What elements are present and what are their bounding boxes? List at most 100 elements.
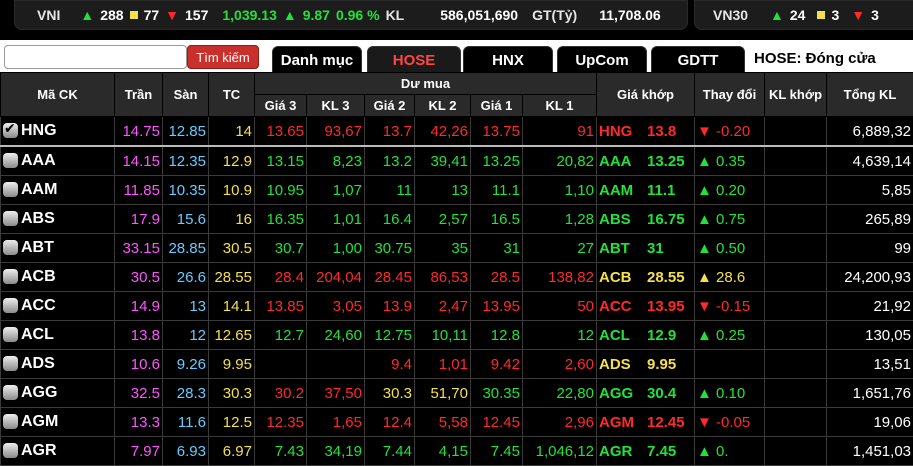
stock-code-cell[interactable]: AAM bbox=[1, 176, 115, 205]
bid-volume-1: 1,10 bbox=[523, 176, 597, 205]
tab-danh-muc[interactable]: Danh mục bbox=[272, 46, 362, 74]
vn30-down-count: 3 bbox=[871, 7, 879, 23]
checkbox-icon[interactable] bbox=[3, 269, 18, 284]
stock-code-cell[interactable]: ACB bbox=[1, 263, 115, 292]
header-p1[interactable]: Giá 1 bbox=[471, 95, 523, 117]
ceiling-price: 13.3 bbox=[115, 408, 163, 437]
vni-label: VNI bbox=[37, 7, 60, 23]
bid-price-3: 30.2 bbox=[255, 379, 307, 408]
table-row[interactable]: HNG14.7512.851413.6593,6713.742,2613.759… bbox=[1, 117, 913, 147]
bid-volume-1: 1,28 bbox=[523, 205, 597, 234]
vni-down-count: 157 bbox=[185, 7, 208, 23]
price-change: ▲ 28.6 bbox=[695, 263, 765, 292]
checkbox-icon[interactable] bbox=[3, 356, 18, 371]
stock-code-cell[interactable]: ADS bbox=[1, 350, 115, 379]
bid-volume-3: 24,60 bbox=[307, 321, 365, 350]
search-input[interactable] bbox=[4, 45, 187, 69]
stock-code: AGG bbox=[21, 384, 57, 401]
vni-up-icon: ▲ bbox=[80, 7, 94, 23]
match-volume bbox=[765, 205, 827, 234]
stock-code: ADS bbox=[21, 355, 55, 372]
checkbox-icon[interactable] bbox=[3, 211, 18, 226]
checkbox-icon[interactable] bbox=[3, 385, 18, 400]
header-code[interactable]: Mã CK bbox=[1, 73, 115, 117]
price-board: Mã CK Trần Sàn TC Dư mua Giá khớp Thay đ… bbox=[0, 72, 913, 466]
tab-gdtt[interactable]: GDTT bbox=[651, 46, 745, 74]
header-total-vol[interactable]: Tổng KL bbox=[827, 73, 913, 117]
total-volume: 1,651,76 bbox=[827, 379, 913, 408]
reference-price: 9.95 bbox=[209, 350, 255, 379]
match-price: 9.95 bbox=[647, 356, 676, 373]
search-button[interactable]: Tìm kiếm bbox=[187, 45, 259, 69]
bid-volume-1: 138,82 bbox=[523, 263, 597, 292]
header-v1[interactable]: KL 1 bbox=[523, 95, 597, 117]
checkbox-icon[interactable] bbox=[3, 182, 18, 197]
total-volume: 13,51 bbox=[827, 350, 913, 379]
stock-code-cell[interactable]: HNG bbox=[1, 117, 115, 147]
bid-volume-2: 5,58 bbox=[415, 408, 471, 437]
checkbox-icon[interactable] bbox=[3, 123, 18, 138]
header-change[interactable]: Thay đổi bbox=[695, 73, 765, 117]
checkbox-icon[interactable] bbox=[3, 327, 18, 342]
floor-price: 26.6 bbox=[163, 263, 209, 292]
stock-code-cell[interactable]: AAA bbox=[1, 146, 115, 176]
stock-code: AAA bbox=[21, 152, 56, 169]
header-p3[interactable]: Giá 3 bbox=[255, 95, 307, 117]
bid-volume-1: 50 bbox=[523, 292, 597, 321]
vni-gt-label: GT(Tỷ) bbox=[532, 7, 577, 23]
header-floor[interactable]: Sàn bbox=[163, 73, 209, 117]
header-match-price[interactable]: Giá khớp bbox=[597, 73, 695, 117]
header-p2[interactable]: Giá 2 bbox=[365, 95, 415, 117]
header-ceil[interactable]: Trần bbox=[115, 73, 163, 117]
bid-volume-2: 10,11 bbox=[415, 321, 471, 350]
bid-volume-2: 2,57 bbox=[415, 205, 471, 234]
vni-change: 9.87 bbox=[303, 7, 330, 23]
total-volume: 265,89 bbox=[827, 205, 913, 234]
bid-volume-3: 8,23 bbox=[307, 146, 365, 176]
bid-volume-2: 51,70 bbox=[415, 379, 471, 408]
stock-code-cell[interactable]: AGG bbox=[1, 379, 115, 408]
header-v3[interactable]: KL 3 bbox=[307, 95, 365, 117]
header-ref[interactable]: TC bbox=[209, 73, 255, 117]
stock-code-cell[interactable]: ACC bbox=[1, 292, 115, 321]
stock-code-cell[interactable]: ACL bbox=[1, 321, 115, 350]
stock-code-cell[interactable]: AGM bbox=[1, 408, 115, 437]
floor-price: 28.85 bbox=[163, 234, 209, 263]
checkbox-icon[interactable] bbox=[3, 153, 18, 168]
stock-code-cell[interactable]: ABS bbox=[1, 205, 115, 234]
ceiling-price: 10.6 bbox=[115, 350, 163, 379]
checkbox-icon[interactable] bbox=[3, 414, 18, 429]
stock-code-cell[interactable]: AGR bbox=[1, 437, 115, 466]
match-price: 16.75 bbox=[647, 211, 685, 228]
match-code: AGG bbox=[599, 385, 647, 402]
checkbox-icon[interactable] bbox=[3, 298, 18, 313]
tab-hnx[interactable]: HNX bbox=[463, 46, 553, 74]
bid-price-1: 31 bbox=[471, 234, 523, 263]
vn30-same-icon bbox=[817, 11, 825, 19]
match-price: 30.4 bbox=[647, 385, 676, 402]
header-v2[interactable]: KL 2 bbox=[415, 95, 471, 117]
header-match-vol[interactable]: KL khớp bbox=[765, 73, 827, 117]
tab-hose[interactable]: HOSE bbox=[367, 46, 461, 74]
price-change: ▲ 0.50 bbox=[695, 234, 765, 263]
match-code: ABS bbox=[599, 211, 647, 228]
checkbox-icon[interactable] bbox=[3, 240, 18, 255]
tab-upcom[interactable]: UpCom bbox=[557, 46, 647, 74]
stock-code-cell[interactable]: ABT bbox=[1, 234, 115, 263]
checkbox-icon[interactable] bbox=[3, 443, 18, 458]
